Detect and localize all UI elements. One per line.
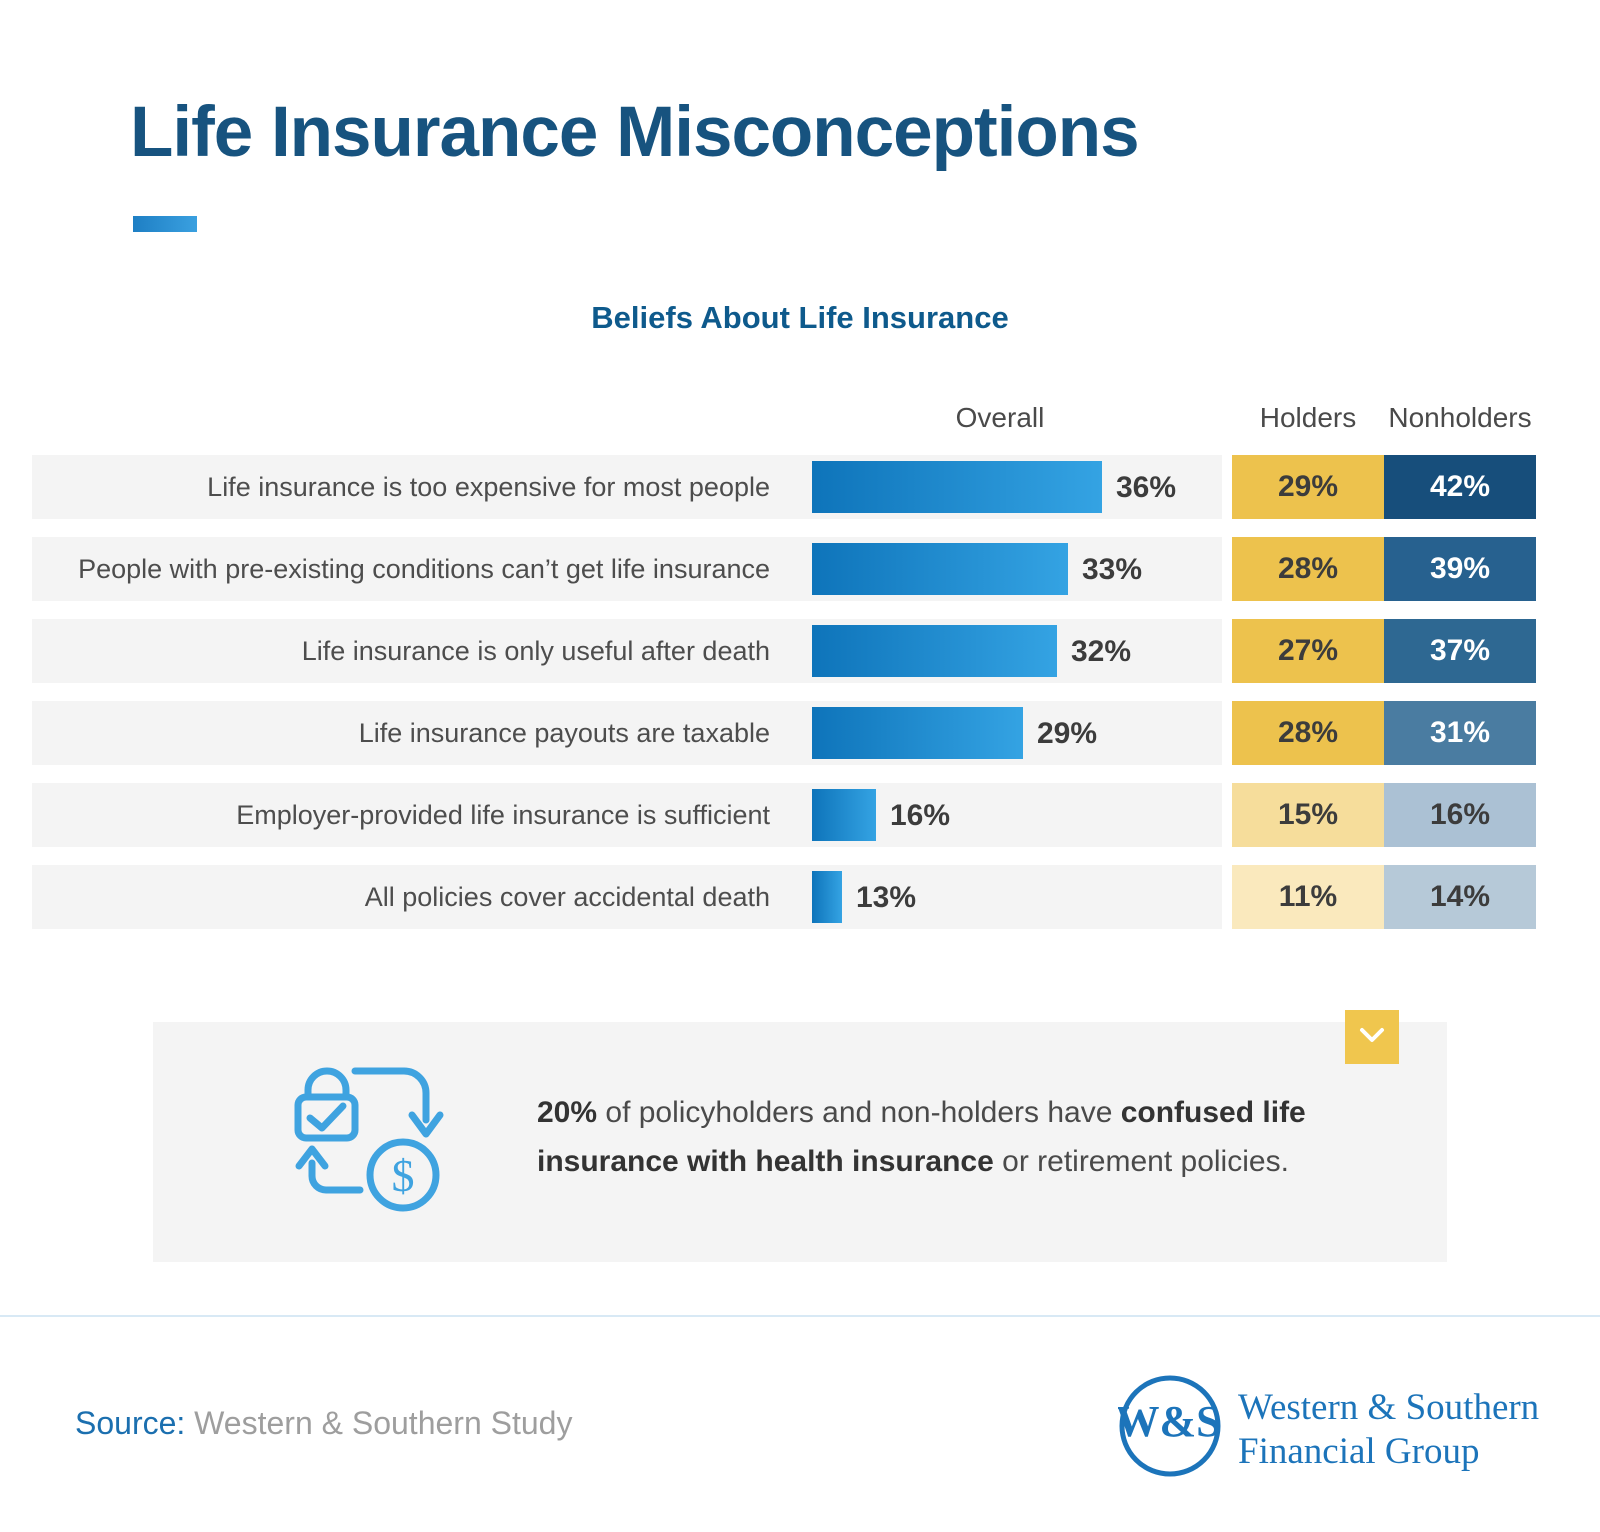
column-header-holders: Holders <box>1259 402 1357 433</box>
row-label: All policies cover accidental death <box>364 882 770 912</box>
row-label: Life insurance is too expensive for most… <box>207 472 770 502</box>
overall-value: 13% <box>856 881 917 914</box>
nonholders-cell: 42% <box>1384 455 1536 519</box>
nonholders-cell: 39% <box>1384 537 1536 601</box>
overall-bar <box>812 625 1057 677</box>
row-label: Employer-provided life insurance is suff… <box>236 800 770 830</box>
footer-divider <box>0 1315 1600 1317</box>
overall-bar <box>812 543 1068 595</box>
overall-value: 16% <box>890 799 951 832</box>
overall-bar <box>812 871 842 923</box>
chart-title: Beliefs About Life Insurance <box>591 300 1009 335</box>
logo-line2: Financial Group <box>1238 1431 1480 1472</box>
logo-wordmark: Western & Southern Financial Group <box>1238 1386 1539 1474</box>
row-band <box>32 865 1222 929</box>
overall-value: 33% <box>1082 553 1143 586</box>
chevron-down-icon <box>1360 1028 1384 1042</box>
callout-box <box>153 1022 1447 1262</box>
overall-value: 36% <box>1116 471 1177 504</box>
nonholders-cell: 14% <box>1384 865 1536 929</box>
source-line: Source: Western & Southern Study <box>75 1405 572 1442</box>
row-label: Life insurance is only useful after deat… <box>301 636 770 666</box>
holders-cell: 28% <box>1232 537 1384 601</box>
callout-text-regular: of policyholders and non-holders have <box>597 1096 1121 1129</box>
holders-cell: 28% <box>1232 701 1384 765</box>
holders-cell: 27% <box>1232 619 1384 683</box>
source-text: Western & Southern Study <box>185 1405 573 1441</box>
column-header-overall: Overall <box>955 402 1045 433</box>
overall-value: 32% <box>1071 635 1132 668</box>
nonholders-cell: 16% <box>1384 783 1536 847</box>
insurance-exchange-icon: $ <box>294 1067 444 1212</box>
holders-cell: 29% <box>1232 455 1384 519</box>
source-label: Source: <box>75 1405 186 1441</box>
row-label: People with pre-existing conditions can’… <box>78 554 770 584</box>
column-header-nonholders: Nonholders <box>1388 402 1532 433</box>
overall-bar <box>812 707 1023 759</box>
row-label: Life insurance payouts are taxable <box>358 718 770 748</box>
callout-text-bold: confused life insurance with health insu… <box>537 1096 1306 1178</box>
ws-logo: W&S <box>1118 1375 1221 1477</box>
logo-line1: Western & Southern <box>1238 1387 1540 1428</box>
overall-value: 29% <box>1037 717 1098 750</box>
dollar-glyph: $ <box>392 1150 415 1201</box>
title-accent-dash <box>133 216 197 232</box>
callout-text-regular: or retirement policies. <box>993 1145 1289 1178</box>
holders-cell: 15% <box>1232 783 1384 847</box>
ws-monogram: W&S <box>1118 1397 1221 1446</box>
callout-text-bold: 20% <box>537 1096 598 1129</box>
page-title: Life Insurance Misconceptions <box>130 93 1140 172</box>
nonholders-cell: 31% <box>1384 701 1536 765</box>
row-band <box>32 783 1222 847</box>
chevron-down-button[interactable] <box>1345 1010 1399 1064</box>
row-band <box>32 701 1222 765</box>
holders-cell: 11% <box>1232 865 1384 929</box>
overall-bar <box>812 461 1102 513</box>
overall-bar <box>812 789 876 841</box>
nonholders-cell: 37% <box>1384 619 1536 683</box>
callout-text: 20% of policyholders and non-holders hav… <box>537 1088 1367 1186</box>
